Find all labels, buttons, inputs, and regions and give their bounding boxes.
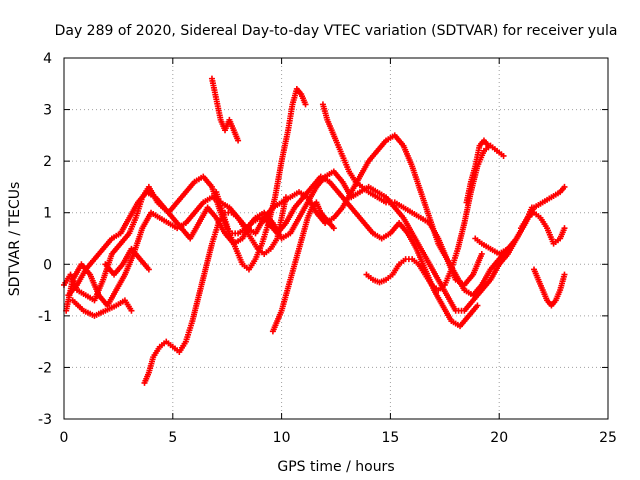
data-point bbox=[302, 101, 309, 108]
y-tick-labels: -3 -2 -1 0 1 2 3 4 bbox=[38, 51, 52, 428]
series-track-13 bbox=[517, 209, 568, 247]
series-track-5 bbox=[208, 75, 242, 144]
data-point bbox=[500, 152, 507, 159]
data-point bbox=[282, 194, 289, 201]
data-point bbox=[561, 183, 568, 190]
series-track-15 bbox=[102, 245, 152, 278]
series-track-7 bbox=[269, 199, 337, 335]
series-track-3 bbox=[65, 173, 481, 330]
y-tick-label: 1 bbox=[43, 206, 52, 222]
axis-ticks bbox=[63, 57, 609, 420]
x-tick-label: 15 bbox=[381, 430, 399, 446]
data-point bbox=[478, 250, 485, 257]
y-tick-label: 0 bbox=[43, 257, 52, 273]
y-axis-label: SDTVAR / TECUs bbox=[7, 182, 23, 297]
x-tick-label: 5 bbox=[168, 430, 177, 446]
series-track-10 bbox=[463, 137, 492, 206]
series-track-14 bbox=[69, 297, 135, 319]
y-tick-label: -1 bbox=[38, 309, 52, 325]
x-tick-label: 25 bbox=[599, 430, 617, 446]
x-tick-label: 20 bbox=[490, 430, 508, 446]
series-track-9 bbox=[363, 142, 507, 294]
x-tick-labels: 0 5 10 15 20 25 bbox=[60, 430, 617, 446]
x-axis-label: GPS time / hours bbox=[277, 459, 394, 475]
y-tick-label: 2 bbox=[43, 154, 52, 170]
data-point bbox=[330, 225, 337, 232]
data-point bbox=[235, 137, 242, 144]
series-track-6 bbox=[213, 85, 309, 273]
plot-frame bbox=[63, 57, 609, 420]
chart-title: Day 289 of 2020, Sidereal Day-to-day VTE… bbox=[55, 23, 618, 39]
data-point bbox=[128, 307, 135, 314]
y-tick-label: -3 bbox=[38, 412, 52, 428]
series-track-4 bbox=[141, 194, 289, 386]
x-tick-label: 0 bbox=[60, 430, 69, 446]
series-track-12 bbox=[531, 266, 568, 309]
y-tick-label: -2 bbox=[38, 360, 52, 376]
data-point bbox=[561, 271, 568, 278]
data-point bbox=[485, 142, 492, 149]
y-tick-label: 4 bbox=[43, 51, 52, 67]
series-track-8 bbox=[319, 101, 485, 288]
y-tick-label: 3 bbox=[43, 103, 52, 119]
data-point bbox=[145, 266, 152, 273]
data-point bbox=[474, 302, 481, 309]
data-marks bbox=[61, 75, 568, 386]
data-point bbox=[561, 225, 568, 232]
x-tick-label: 10 bbox=[273, 430, 291, 446]
